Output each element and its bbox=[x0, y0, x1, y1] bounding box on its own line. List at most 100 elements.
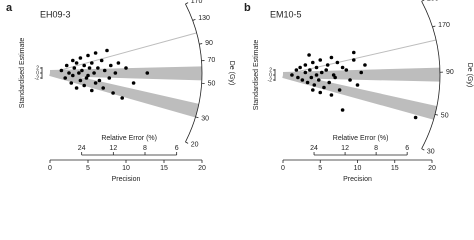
data-point bbox=[82, 63, 86, 68]
data-point bbox=[99, 58, 104, 63]
data-point bbox=[96, 66, 100, 70]
x2-tick-label: 12 bbox=[109, 145, 117, 152]
arc-tick-label: 30 bbox=[201, 115, 209, 122]
x-tick-label: 20 bbox=[198, 165, 206, 172]
data-point bbox=[298, 65, 302, 70]
x-tick-label: 10 bbox=[354, 165, 362, 172]
data-point bbox=[363, 63, 367, 67]
data-point bbox=[82, 83, 86, 88]
data-point bbox=[109, 63, 113, 68]
data-point bbox=[124, 66, 128, 70]
y-tick-label: 2 bbox=[36, 65, 39, 71]
arc-tick-label: 70 bbox=[207, 57, 215, 64]
data-point bbox=[319, 70, 324, 75]
arc-tick bbox=[195, 116, 199, 119]
data-point bbox=[327, 80, 331, 85]
data-point bbox=[344, 68, 349, 72]
data-point bbox=[102, 68, 107, 73]
arc-axis bbox=[421, 1, 441, 149]
data-point bbox=[322, 85, 326, 90]
data-point bbox=[101, 86, 105, 90]
arc-tick bbox=[421, 148, 425, 151]
x2-axis-label: Relative Error (%) bbox=[101, 135, 157, 142]
data-point bbox=[294, 68, 299, 72]
band bbox=[282, 72, 438, 120]
data-point bbox=[318, 90, 323, 95]
arc-tick bbox=[185, 141, 189, 144]
data-point bbox=[308, 68, 312, 72]
y-axis-label: Standardised Estimate bbox=[19, 38, 26, 109]
data-point bbox=[314, 73, 319, 77]
arc-tick bbox=[199, 43, 203, 45]
data-point bbox=[351, 50, 356, 55]
data-point bbox=[116, 61, 121, 65]
arc-tick-label: 170 bbox=[438, 22, 450, 29]
data-point bbox=[120, 96, 124, 100]
arc-tick-label: 250 bbox=[427, 0, 439, 2]
data-point bbox=[311, 60, 315, 65]
data-point bbox=[303, 63, 308, 67]
x-tick-label: 0 bbox=[281, 165, 285, 172]
arc-label: De (Gy) bbox=[228, 61, 235, 86]
arc-tick-label: 50 bbox=[208, 81, 216, 88]
data-point bbox=[67, 71, 71, 75]
chart-title: EM10-5 bbox=[270, 9, 302, 19]
data-point bbox=[78, 56, 83, 60]
data-point bbox=[329, 93, 334, 97]
data-point bbox=[318, 58, 323, 62]
arc-label: De (Gy) bbox=[466, 63, 473, 88]
x-tick-label: 0 bbox=[48, 165, 52, 172]
y-tick-label: 0 bbox=[269, 72, 272, 78]
arc-tick bbox=[192, 19, 196, 21]
data-point bbox=[111, 91, 115, 95]
data-point bbox=[59, 68, 64, 73]
chart-title: EH09-3 bbox=[40, 9, 71, 19]
data-point bbox=[63, 76, 67, 80]
x2-tick-label: 8 bbox=[374, 145, 378, 152]
data-point bbox=[300, 78, 305, 82]
data-point bbox=[335, 60, 340, 65]
data-point bbox=[69, 81, 74, 85]
data-point bbox=[303, 70, 308, 75]
band bbox=[49, 70, 199, 118]
x2-tick-label: 6 bbox=[175, 145, 179, 152]
x2-tick-label: 24 bbox=[310, 145, 318, 152]
data-point bbox=[290, 73, 294, 77]
y-tick-label: -2 bbox=[268, 77, 273, 83]
data-point bbox=[325, 63, 330, 67]
data-point bbox=[337, 88, 342, 92]
data-point bbox=[78, 78, 83, 83]
data-point bbox=[145, 71, 150, 75]
y-tick-label: 0 bbox=[36, 70, 39, 76]
data-point bbox=[77, 71, 81, 75]
x-tick-label: 5 bbox=[86, 165, 90, 172]
x-tick-label: 20 bbox=[428, 165, 436, 172]
y-tick-label: 2 bbox=[269, 67, 272, 73]
data-point bbox=[413, 115, 418, 120]
data-point bbox=[87, 66, 92, 70]
data-point bbox=[74, 61, 79, 65]
y-axis-label: Standardised Estimate bbox=[253, 40, 260, 111]
data-point bbox=[351, 58, 356, 62]
data-point bbox=[97, 78, 102, 83]
data-point bbox=[113, 71, 118, 75]
arc-tick-label: 20 bbox=[191, 142, 199, 149]
data-point bbox=[296, 75, 300, 80]
data-point bbox=[355, 83, 360, 87]
x-tick-label: 15 bbox=[160, 165, 168, 172]
x-tick-label: 5 bbox=[318, 165, 322, 172]
data-point bbox=[324, 68, 329, 72]
data-point bbox=[348, 78, 352, 82]
arc-tick bbox=[434, 113, 438, 116]
arc-tick-label: 30 bbox=[427, 148, 435, 155]
data-point bbox=[316, 78, 321, 82]
arc-tick-label: 90 bbox=[205, 40, 213, 47]
arc-tick bbox=[421, 0, 425, 2]
data-point bbox=[312, 83, 317, 87]
x2-axis-label: Relative Error (%) bbox=[333, 135, 389, 142]
x-axis-label: Precision bbox=[112, 176, 141, 183]
data-point bbox=[305, 80, 310, 85]
arc-tick bbox=[432, 25, 436, 28]
data-point bbox=[340, 108, 345, 112]
